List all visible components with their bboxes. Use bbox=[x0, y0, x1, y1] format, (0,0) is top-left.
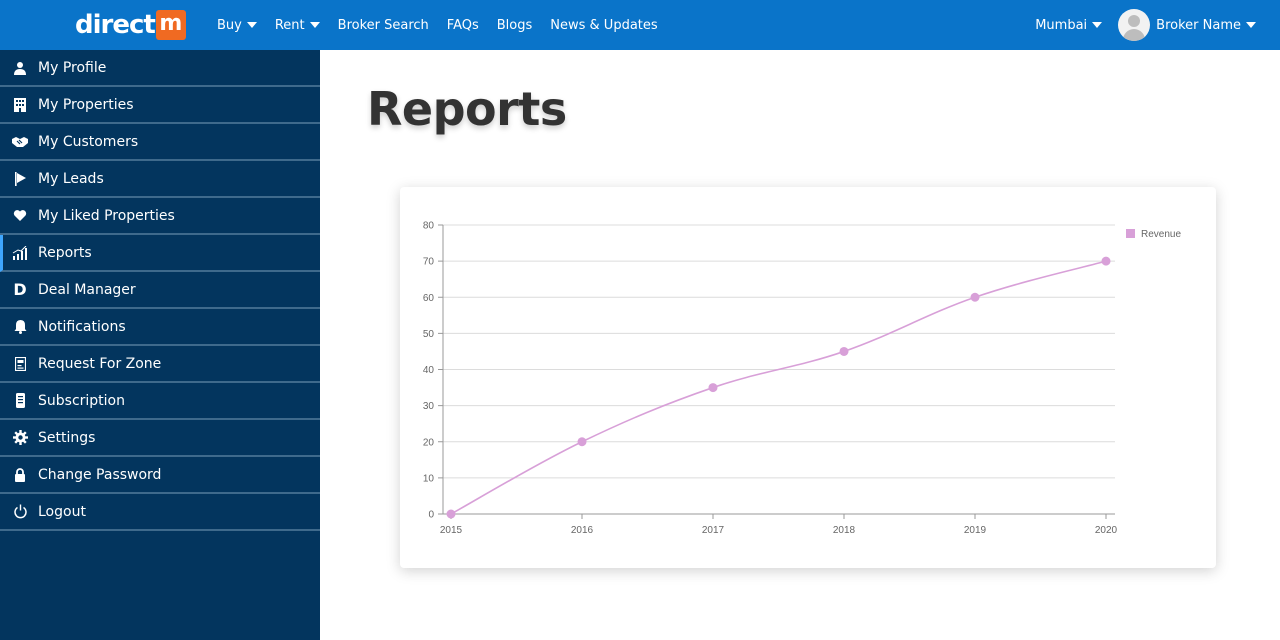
y-tick-label: 20 bbox=[423, 437, 435, 448]
avatar[interactable] bbox=[1118, 9, 1151, 41]
nav-item-news-updates[interactable]: News & Updates bbox=[550, 18, 657, 33]
sidebar-item-my-profile[interactable]: My Profile bbox=[0, 50, 320, 87]
sidebar: My Profile My Properties My Customers My Le… bbox=[0, 50, 320, 640]
x-tick-label: 2020 bbox=[1095, 525, 1118, 536]
revenue-chart: 0 10 20 30 40 50 60 70 80 2015 2016 2017 2018 2019 202… bbox=[423, 221, 1182, 537]
sidebar-item-label: Notifications bbox=[38, 318, 126, 335]
data-point bbox=[970, 292, 980, 302]
building-icon bbox=[12, 97, 28, 113]
nav-item-label: News & Updates bbox=[550, 17, 658, 33]
logo-text: direct bbox=[75, 10, 156, 40]
nav-item-label: Blogs bbox=[496, 17, 533, 33]
deal-d-icon: D bbox=[13, 280, 27, 299]
handshake-icon bbox=[12, 134, 28, 150]
sidebar-item-label: Reports bbox=[38, 244, 92, 261]
sidebar-item-label: My Profile bbox=[38, 59, 107, 76]
series-line-revenue bbox=[450, 260, 1107, 515]
logo[interactable]: direct m bbox=[75, 9, 186, 41]
page-title: Reports bbox=[367, 82, 567, 136]
user-icon bbox=[12, 60, 28, 76]
x-tick-label: 2016 bbox=[571, 525, 594, 536]
sidebar-item-deal-manager[interactable]: D Deal Manager bbox=[0, 272, 320, 309]
sidebar-item-label: Logout bbox=[38, 503, 86, 520]
sidebar-item-label: Settings bbox=[38, 429, 96, 446]
sidebar-item-label: My Properties bbox=[38, 96, 134, 113]
x-tick-label: 2015 bbox=[440, 525, 463, 536]
y-tick-label: 40 bbox=[423, 365, 435, 376]
lock-icon bbox=[12, 467, 28, 483]
top-navbar: direct m Buy Rent Broker Search FAQs Blogs Ne… bbox=[0, 0, 1280, 50]
bar-chart-icon bbox=[12, 245, 28, 261]
sidebar-item-notifications[interactable]: Notifications bbox=[0, 309, 320, 346]
logo-badge: m bbox=[155, 10, 186, 40]
sidebar-item-my-leads[interactable]: My Leads bbox=[0, 161, 320, 198]
y-tick-label: 10 bbox=[423, 473, 435, 484]
nav-item-buy[interactable]: Buy bbox=[217, 18, 257, 33]
sidebar-item-label: My Customers bbox=[38, 133, 139, 150]
data-point bbox=[1101, 256, 1111, 266]
sidebar-item-change-password[interactable]: Change Password bbox=[0, 457, 320, 494]
nav-item-faqs[interactable]: FAQs bbox=[447, 18, 479, 33]
user-name: Broker Name bbox=[1156, 17, 1241, 33]
chevron-down-icon bbox=[246, 22, 257, 28]
y-tick-label: 60 bbox=[423, 293, 435, 304]
nav-item-label: FAQs bbox=[446, 17, 479, 33]
sidebar-item-request-for-zone[interactable]: Request For Zone bbox=[0, 346, 320, 383]
data-point bbox=[708, 383, 718, 393]
nav-item-label: Rent bbox=[274, 17, 305, 33]
bell-icon bbox=[12, 319, 28, 335]
sidebar-item-my-customers[interactable]: My Customers bbox=[0, 124, 320, 161]
sidebar-item-my-properties[interactable]: My Properties bbox=[0, 87, 320, 124]
main-nav: Buy Rent Broker Search FAQs Blogs News & Upda… bbox=[217, 0, 676, 50]
y-tick-label: 70 bbox=[423, 257, 435, 268]
y-tick-label: 50 bbox=[423, 329, 435, 340]
x-tick-label: 2019 bbox=[964, 525, 987, 536]
flag-icon bbox=[12, 171, 28, 187]
sidebar-item-label: Change Password bbox=[38, 466, 162, 483]
user-menu[interactable]: Broker Name bbox=[1156, 18, 1256, 33]
chevron-down-icon bbox=[309, 22, 320, 28]
legend-label: Revenue bbox=[1141, 229, 1181, 240]
nav-item-broker-search[interactable]: Broker Search bbox=[338, 18, 429, 33]
sidebar-item-label: Request For Zone bbox=[38, 355, 162, 372]
sidebar-item-subscription[interactable]: Subscription bbox=[0, 383, 320, 420]
power-icon bbox=[12, 504, 28, 520]
receipt-icon bbox=[12, 393, 28, 409]
data-point bbox=[446, 509, 456, 519]
document-icon bbox=[12, 356, 28, 372]
sidebar-item-label: My Liked Properties bbox=[38, 207, 175, 224]
y-tick-label: 30 bbox=[423, 401, 435, 412]
sidebar-item-label: Subscription bbox=[38, 392, 125, 409]
city-selector[interactable]: Mumbai bbox=[1035, 17, 1103, 33]
x-tick-label: 2018 bbox=[833, 525, 856, 536]
chevron-down-icon bbox=[1246, 22, 1256, 28]
nav-item-label: Broker Search bbox=[337, 17, 429, 33]
y-tick-label: 80 bbox=[423, 221, 435, 232]
data-point bbox=[839, 346, 849, 356]
nav-item-rent[interactable]: Rent bbox=[275, 18, 320, 33]
sidebar-item-reports[interactable]: Reports bbox=[0, 235, 320, 272]
city-label: Mumbai bbox=[1035, 17, 1088, 33]
sidebar-item-label: My Leads bbox=[38, 170, 104, 187]
gear-icon bbox=[12, 430, 28, 446]
sidebar-item-label: Deal Manager bbox=[38, 281, 136, 298]
sidebar-item-settings[interactable]: Settings bbox=[0, 420, 320, 457]
sidebar-item-logout[interactable]: Logout bbox=[0, 494, 320, 531]
nav-item-blogs[interactable]: Blogs bbox=[497, 18, 533, 33]
x-tick-label: 2017 bbox=[702, 525, 725, 536]
nav-item-label: Buy bbox=[217, 17, 242, 33]
user-nav: Mumbai Broker Name bbox=[1035, 0, 1256, 50]
y-tick-label: 0 bbox=[428, 510, 434, 521]
sidebar-item-my-liked-properties[interactable]: My Liked Properties bbox=[0, 198, 320, 235]
legend-swatch bbox=[1126, 229, 1135, 238]
heart-icon bbox=[12, 208, 28, 224]
chart-card: 0 10 20 30 40 50 60 70 80 2015 2016 2017 2018 2019 202… bbox=[400, 187, 1216, 568]
data-point bbox=[577, 437, 587, 447]
chevron-down-icon bbox=[1092, 22, 1103, 28]
